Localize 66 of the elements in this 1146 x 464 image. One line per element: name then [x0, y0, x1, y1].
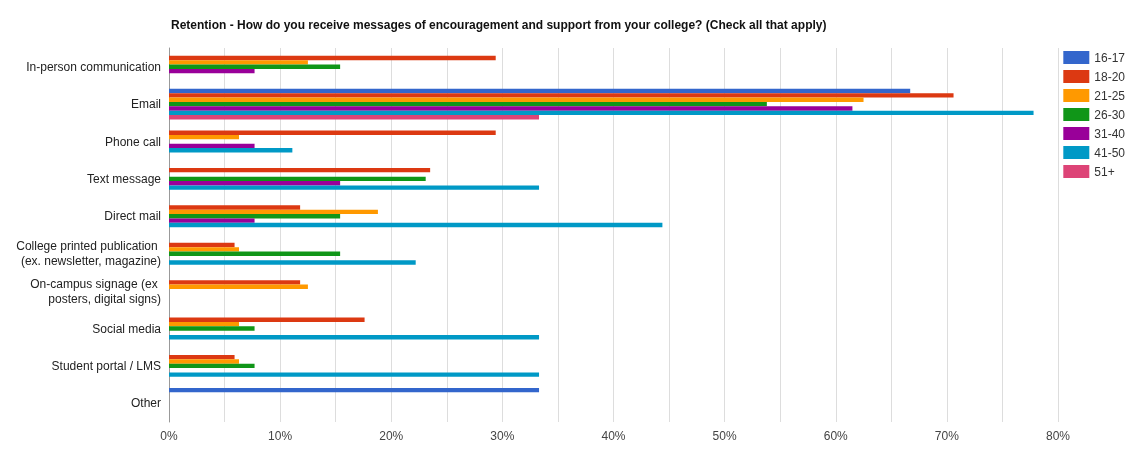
x-tick-label: 40%: [601, 429, 626, 443]
y-tick-label: Text message: [86, 171, 162, 186]
bar: [169, 181, 341, 186]
bar: [169, 97, 864, 102]
bar: [169, 185, 540, 190]
bar: [169, 284, 308, 289]
bar: [169, 55, 496, 61]
bar: [169, 372, 540, 377]
y-tick-label: Social media: [92, 321, 162, 336]
bar: [169, 205, 301, 210]
x-tick-label: 80%: [1045, 429, 1071, 443]
bar: [169, 101, 767, 107]
x-tick-label: 10%: [268, 429, 293, 443]
legend-label: 21-25: [1094, 88, 1126, 103]
y-tick-label: College printed publication (ex. newsletter, magazine): [16, 239, 161, 269]
x-tick-label: 70%: [934, 429, 960, 443]
bar: [169, 68, 255, 74]
bar: [169, 214, 341, 219]
x-tick-label: 60%: [823, 429, 849, 443]
bar: [169, 387, 540, 393]
bar: [169, 326, 255, 331]
bar: [169, 130, 496, 135]
legend-label: 51+: [1094, 164, 1115, 179]
legend-label: 26-30: [1094, 107, 1126, 122]
bar: [169, 280, 301, 285]
legend-label: 16-17: [1094, 50, 1126, 65]
y-tick-label: Other: [130, 396, 161, 411]
x-tick-label: 30%: [490, 429, 515, 443]
legend-label: 18-20: [1094, 69, 1126, 84]
y-tick-label: Email: [130, 97, 161, 112]
bar: [169, 363, 255, 369]
bar: [169, 110, 1034, 116]
bar: [169, 251, 341, 256]
bar: [169, 317, 365, 322]
bar: [169, 134, 240, 140]
bar: [169, 148, 293, 153]
bar: [169, 93, 954, 98]
bar: [169, 60, 308, 65]
bar: [169, 115, 540, 120]
bar: [169, 335, 540, 340]
y-tick-label: On-campus signage (ex posters, digital signs): [30, 276, 161, 306]
legend-label: 31-40: [1094, 126, 1126, 141]
bar: [169, 247, 240, 252]
bar: [169, 260, 416, 265]
chart-title: Retention - How do you receive messages of encouragement and support from your college? (Check all that apply): [171, 18, 827, 32]
bar: [169, 218, 255, 223]
bar: [169, 321, 240, 327]
bar: [169, 359, 240, 364]
legend-label: 41-50: [1094, 145, 1126, 160]
bar: [169, 143, 255, 149]
bar: [169, 176, 426, 182]
y-tick-label: Student portal / LMS: [51, 358, 161, 373]
bar: [169, 222, 663, 228]
x-tick-label: 50%: [712, 429, 737, 443]
bar: [169, 106, 853, 111]
y-tick-label: In-person communication: [26, 59, 161, 74]
x-tick-label: 0%: [160, 429, 178, 443]
bar: [169, 64, 341, 69]
x-tick-label: 20%: [379, 429, 404, 443]
bar: [169, 242, 235, 248]
bar: [169, 167, 431, 173]
y-tick-label: Phone call: [104, 134, 161, 149]
y-tick-label: Direct mail: [104, 209, 161, 224]
bar: [169, 209, 378, 215]
bar: [169, 354, 235, 360]
bar: [169, 88, 911, 94]
